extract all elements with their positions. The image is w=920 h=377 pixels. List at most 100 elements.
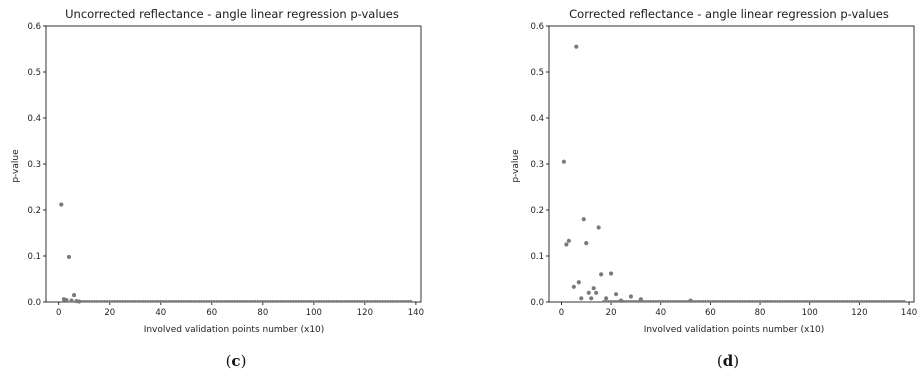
baseline-point <box>865 300 869 303</box>
baseline-point <box>629 300 633 303</box>
baseline-point <box>167 300 170 303</box>
baseline-point <box>179 300 183 303</box>
baseline-point <box>286 300 290 303</box>
baseline-point <box>93 300 96 303</box>
baseline-point <box>781 300 784 303</box>
baseline-point <box>704 300 707 303</box>
y-tick-label: 0.6 <box>530 22 544 32</box>
data-point <box>591 286 596 291</box>
baseline-point <box>746 300 750 303</box>
baseline-point <box>776 300 779 303</box>
baseline-point <box>266 300 270 303</box>
baseline-point <box>805 300 809 303</box>
baseline-point <box>292 300 295 303</box>
baseline-point <box>853 300 856 303</box>
baseline-point <box>386 300 390 303</box>
y-tick-label: 0.2 <box>27 206 41 216</box>
baseline-point <box>406 300 410 303</box>
baseline-point <box>138 300 142 303</box>
baseline-point <box>312 300 316 303</box>
baseline-point <box>401 300 405 303</box>
baseline-point <box>350 300 354 303</box>
baseline-point <box>325 300 329 303</box>
baseline-point <box>373 300 377 303</box>
baseline-point <box>848 300 851 303</box>
baseline-point <box>671 300 675 303</box>
baseline-point <box>887 300 891 303</box>
baseline-point <box>210 300 214 303</box>
baseline-point <box>345 300 349 303</box>
baseline-point <box>756 300 759 303</box>
baseline-point <box>195 300 198 303</box>
baseline-point <box>200 300 204 303</box>
baseline-point <box>279 300 283 303</box>
baseline-point <box>388 300 392 303</box>
baseline-point <box>90 300 94 303</box>
chart-panel-d: Corrected reflectance - angle linear reg… <box>511 7 917 370</box>
baseline-point <box>681 300 685 303</box>
baseline-point <box>348 300 351 303</box>
baseline-point <box>381 300 385 303</box>
baseline-point <box>276 300 280 303</box>
x-axis-label: Involved validation points number (x10) <box>644 325 825 335</box>
baseline-point <box>843 300 846 303</box>
baseline-point <box>788 300 792 303</box>
baseline-point <box>202 300 206 303</box>
baseline-point <box>190 300 193 303</box>
panel-letter: d <box>723 352 734 370</box>
data-point <box>69 298 74 303</box>
baseline-point <box>736 300 740 303</box>
baseline-point <box>363 300 367 303</box>
baseline-point <box>840 300 844 303</box>
data-point <box>604 296 609 301</box>
baseline-point <box>654 300 658 303</box>
baseline-point <box>664 300 668 303</box>
baseline-point <box>882 300 886 303</box>
baseline-point <box>900 300 903 303</box>
baseline-point <box>294 300 298 303</box>
baseline-point <box>307 300 311 303</box>
x-tick-label: 100 <box>306 308 322 318</box>
baseline-point <box>632 300 635 303</box>
baseline-point <box>172 300 175 303</box>
data-point <box>599 272 604 277</box>
x-tick-label: 120 <box>851 308 867 318</box>
baseline-point <box>128 300 132 303</box>
baseline-point <box>317 300 321 303</box>
data-point <box>64 298 69 303</box>
panel-letter: c <box>231 352 240 370</box>
baseline-point <box>828 300 831 303</box>
y-tick-label: 0.5 <box>27 68 41 78</box>
baseline-point <box>149 300 152 303</box>
baseline-point <box>174 300 178 303</box>
baseline-point <box>100 300 104 303</box>
x-tick-label: 0 <box>559 308 564 318</box>
baseline-point <box>253 300 257 303</box>
baseline-point <box>274 300 277 303</box>
data-point <box>66 254 72 260</box>
baseline-point <box>159 300 163 303</box>
y-tick-label: 0.4 <box>27 114 41 124</box>
data-point <box>574 44 579 49</box>
x-tick-label: 40 <box>655 308 666 318</box>
baseline-point <box>694 300 697 303</box>
data-point <box>571 284 576 289</box>
panel-label: (d) <box>717 352 739 370</box>
baseline-point <box>368 300 372 303</box>
baseline-point <box>353 300 357 303</box>
baseline-point <box>146 300 150 303</box>
baseline-point <box>733 300 737 303</box>
baseline-point <box>875 300 879 303</box>
baseline-point <box>110 300 114 303</box>
baseline-point <box>133 300 137 303</box>
baseline-point <box>862 300 866 303</box>
baseline-point <box>723 300 727 303</box>
baseline-point <box>666 300 670 303</box>
baseline-point <box>118 300 122 303</box>
baseline-point <box>335 300 339 303</box>
data-point <box>594 290 599 295</box>
baseline-point <box>95 300 99 303</box>
data-point <box>561 159 566 164</box>
baseline-point <box>870 300 874 303</box>
baseline-point <box>105 300 109 303</box>
